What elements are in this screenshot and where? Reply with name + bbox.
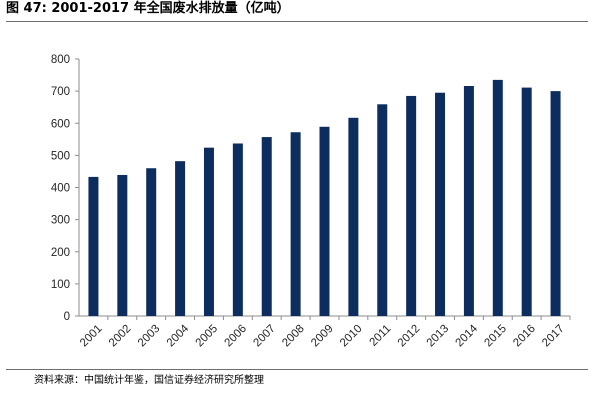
x-tick-label: 2010 xyxy=(338,323,365,350)
x-tick-label: 2005 xyxy=(194,323,221,350)
source-note: 资料来源：中国统计年鉴，国信证券经济研究所整理 xyxy=(34,375,264,386)
y-tick-label: 100 xyxy=(51,279,70,291)
x-tick-label: 2012 xyxy=(396,323,423,350)
x-tick-label: 2013 xyxy=(425,323,452,350)
bar-2015 xyxy=(492,79,503,316)
x-axis: 2001 2002 2003 2004 2005 2006 2007 2008 2009 2010… xyxy=(78,315,571,350)
bar-2012 xyxy=(406,95,417,316)
x-tick-label: 2002 xyxy=(107,323,134,350)
bar-2016 xyxy=(521,87,532,316)
bar-2009 xyxy=(319,126,330,316)
bar-2011 xyxy=(377,104,388,316)
title-divider xyxy=(6,21,588,22)
bar-2010 xyxy=(348,117,359,316)
x-tick-label: 2009 xyxy=(309,323,336,350)
bar-2007 xyxy=(261,137,272,316)
y-tick-label: 0 xyxy=(64,311,70,323)
x-tick-label: 2011 xyxy=(368,323,394,349)
y-tick-label: 400 xyxy=(51,183,70,195)
bar-2008 xyxy=(290,132,301,316)
y-tick-label: 600 xyxy=(51,118,70,130)
x-tick-label: 2006 xyxy=(222,323,249,350)
bar-2006 xyxy=(232,143,243,316)
bar-2001 xyxy=(88,176,99,316)
figure-title: 图 47: 2001-2017 年全国废水排放量（亿吨） xyxy=(6,1,290,16)
y-axis: 0 100 200 300 400 500 600 700 800 xyxy=(51,54,80,323)
bar-2002 xyxy=(117,174,128,316)
x-tick-label: 2001 xyxy=(78,323,105,350)
source-divider xyxy=(6,369,588,370)
bar-2004 xyxy=(175,161,186,316)
bar-2003 xyxy=(146,168,157,316)
x-tick-label: 2008 xyxy=(280,323,307,350)
bar-2014 xyxy=(463,85,474,316)
y-tick-label: 700 xyxy=(51,86,70,98)
y-tick-label: 800 xyxy=(51,54,70,66)
x-tick-label: 2007 xyxy=(251,323,278,350)
bar-2005 xyxy=(203,147,214,316)
x-tick-label: 2017 xyxy=(540,323,567,350)
y-tick-label: 200 xyxy=(51,247,70,259)
x-tick-label: 2004 xyxy=(165,322,192,349)
x-tick-label: 2016 xyxy=(511,323,538,350)
bar-2013 xyxy=(435,92,446,316)
x-tick-label: 2015 xyxy=(482,323,509,350)
bar-2017 xyxy=(550,91,561,316)
x-tick-label: 2014 xyxy=(454,322,481,349)
y-tick-label: 500 xyxy=(51,150,70,162)
bars xyxy=(88,79,561,316)
x-tick-label: 2003 xyxy=(136,323,163,350)
y-tick-label: 300 xyxy=(51,215,70,227)
